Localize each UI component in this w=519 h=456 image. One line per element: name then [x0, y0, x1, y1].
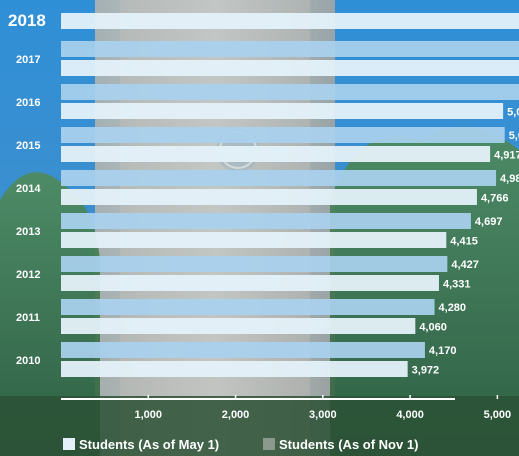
value-label-may-2013: 4,415: [450, 236, 478, 248]
bar-nov-2016: [61, 84, 519, 100]
value-label-may-2014: 4,766: [481, 193, 509, 205]
legend: Students (As of May 1) Students (As of No…: [63, 437, 418, 452]
legend-swatch-nov: [263, 438, 275, 450]
year-label-2018: 2018: [8, 11, 46, 30]
x-axis: 1,000 2,000 3,000 4,000 5,000: [61, 395, 511, 421]
bar-may-2012: [61, 275, 439, 291]
x-tick-label: 4,000: [396, 409, 424, 421]
bar-may-2014: [61, 189, 477, 205]
year-label-2016: 2016: [16, 97, 40, 109]
value-label-nov-2014: 4,985: [500, 173, 519, 185]
year-label-2013: 2013: [16, 226, 40, 238]
x-tick-label: 3,000: [309, 409, 337, 421]
bar-may-2017: [61, 60, 519, 76]
legend-swatch-may: [63, 438, 75, 450]
bar-nov-2017: [61, 41, 519, 57]
value-label-nov-2015: 5,084: [509, 130, 519, 142]
year-label-2015: 2015: [16, 140, 40, 152]
bar-nov-2015: [61, 127, 505, 143]
value-label-nov-2010: 4,170: [429, 345, 457, 357]
value-label-may-2015: 4,917: [494, 150, 519, 162]
bar-nov-2011: [61, 299, 435, 315]
legend-label-nov: Students (As of Nov 1): [279, 437, 418, 452]
value-label-may-2010: 3,972: [412, 365, 440, 377]
legend-label-may: Students (As of May 1): [79, 437, 219, 452]
value-label-nov-2012: 4,427: [451, 259, 479, 271]
year-label-2017: 2017: [16, 54, 40, 66]
bar-may-2018: [61, 13, 519, 29]
bar-nov-2013: [61, 213, 471, 229]
year-label-2011: 2011: [16, 312, 40, 324]
bar-may-2013: [61, 232, 447, 248]
x-tick-label: 5,000: [484, 409, 512, 421]
x-tick-label: 2,000: [222, 409, 250, 421]
value-label-nov-2011: 4,280: [439, 302, 467, 314]
value-label-may-2016: 5,066: [507, 107, 519, 119]
year-label-2012: 2012: [16, 269, 40, 281]
bar-nov-2010: [61, 342, 425, 358]
bar-nov-2014: [61, 170, 497, 186]
bar-may-2015: [61, 146, 491, 162]
x-tick-label: 1,000: [135, 409, 163, 421]
bar-may-2016: [61, 103, 504, 119]
bar-nov-2012: [61, 256, 448, 272]
labels-group: 5,78320185,6225,41320175,4315,06620165,0…: [8, 11, 519, 377]
year-label-2010: 2010: [16, 355, 40, 367]
bar-may-2011: [61, 318, 416, 334]
value-label-nov-2013: 4,697: [475, 216, 503, 228]
bar-may-2010: [61, 361, 408, 377]
year-label-2014: 2014: [16, 183, 41, 195]
value-label-may-2012: 4,331: [443, 279, 471, 291]
value-label-may-2011: 4,060: [419, 322, 447, 334]
bars-group: [61, 13, 519, 377]
